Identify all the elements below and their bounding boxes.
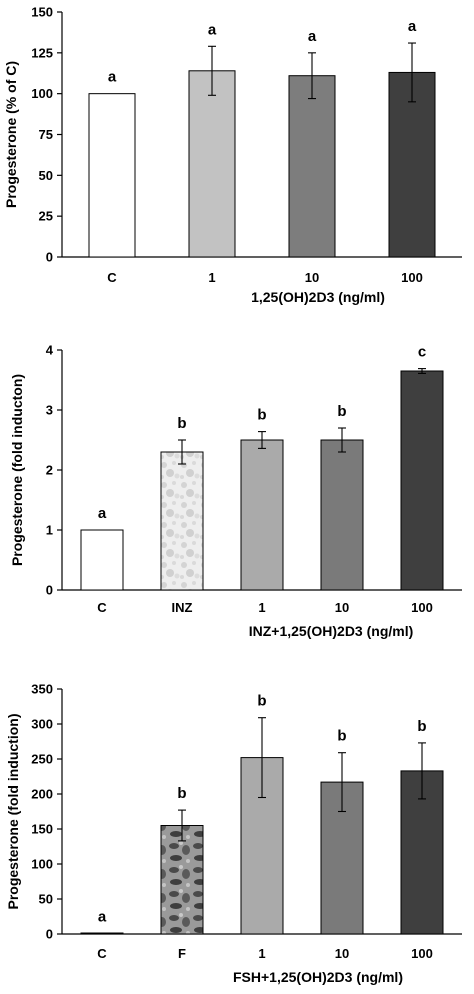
y-tick-label: 0: [46, 250, 53, 265]
significance-label: b: [337, 403, 346, 420]
y-axis-title: Progesterone (% of C): [3, 61, 19, 208]
y-tick-label: 2: [46, 463, 53, 478]
significance-label: a: [408, 18, 417, 35]
x-axis-title: INZ+1,25(OH)2D3 (ng/ml): [249, 623, 414, 639]
bar: [80, 932, 124, 935]
significance-label: a: [98, 505, 107, 522]
y-tick-label: 100: [31, 857, 53, 872]
x-tick-label: 1: [258, 946, 265, 961]
x-tick-label: INZ: [172, 600, 193, 615]
x-tick-label: C: [97, 600, 107, 615]
y-axis-title: Progesterone (fold inducton): [9, 374, 25, 566]
x-tick-label: C: [97, 946, 107, 961]
x-tick-label: 10: [335, 946, 349, 961]
y-tick-label: 0: [46, 583, 53, 598]
y-tick-label: 350: [31, 682, 53, 697]
significance-label: b: [177, 785, 186, 802]
significance-label: a: [108, 69, 117, 86]
y-tick-label: 50: [39, 168, 53, 183]
x-tick-label: 1: [208, 270, 215, 285]
bar: [400, 370, 444, 591]
y-tick-label: 150: [31, 5, 53, 20]
y-tick-label: 3: [46, 403, 53, 418]
y-tick-label: 1: [46, 523, 53, 538]
bar: [320, 439, 364, 591]
x-axis-title: FSH+1,25(OH)2D3 (ng/ml): [233, 969, 403, 985]
x-tick-label: 100: [401, 270, 423, 285]
y-tick-label: 200: [31, 787, 53, 802]
y-tick-label: 250: [31, 752, 53, 767]
bar: [80, 529, 124, 591]
chart-panel-1: 0 25 50 75 100 125 150 a Ca 1 a 10 a 100 1,25(OH)2D3 (…: [3, 5, 462, 305]
x-tick-label: 1: [258, 600, 265, 615]
bar: [188, 70, 236, 258]
bar: [388, 71, 436, 258]
significance-label: a: [208, 21, 217, 38]
bar: [160, 825, 204, 935]
significance-label: a: [308, 28, 317, 45]
x-tick-label: 10: [305, 270, 319, 285]
significance-label: a: [98, 908, 107, 925]
significance-label: b: [417, 718, 426, 735]
significance-label: b: [257, 693, 266, 710]
bar: [288, 75, 336, 258]
bar: [240, 439, 284, 591]
x-tick-label: F: [178, 946, 186, 961]
y-tick-label: 4: [46, 343, 54, 358]
x-tick-label: 100: [411, 600, 433, 615]
y-tick-label: 300: [31, 717, 53, 732]
significance-label: b: [177, 415, 186, 432]
x-tick-label: 100: [411, 946, 433, 961]
x-tick-label: C: [107, 270, 117, 285]
y-tick-label: 125: [31, 45, 53, 60]
chart-panel-2: 0 1 2 3 4 a Cb INZ b 1 b 10 c 100 INZ+1,25(OH)2D3 (ng/…: [9, 343, 462, 639]
y-tick-label: 50: [39, 892, 53, 907]
significance-label: c: [418, 344, 426, 361]
significance-label: b: [257, 407, 266, 424]
y-tick-label: 0: [46, 927, 53, 942]
y-tick-label: 150: [31, 822, 53, 837]
chart-panel-3: 0 50 100 150 200 250 300 350 a Cb Fb 1 b 10 b 100 FSH+1,…: [5, 682, 462, 985]
y-tick-label: 75: [39, 127, 53, 142]
bar: [160, 451, 204, 591]
significance-label: b: [337, 728, 346, 745]
y-axis-title: Progesterone (fold induction): [5, 714, 21, 910]
x-axis-title: 1,25(OH)2D3 (ng/ml): [251, 289, 385, 305]
y-tick-label: 25: [39, 209, 53, 224]
bar: [88, 93, 136, 258]
y-tick-label: 100: [31, 86, 53, 101]
x-tick-label: 10: [335, 600, 349, 615]
